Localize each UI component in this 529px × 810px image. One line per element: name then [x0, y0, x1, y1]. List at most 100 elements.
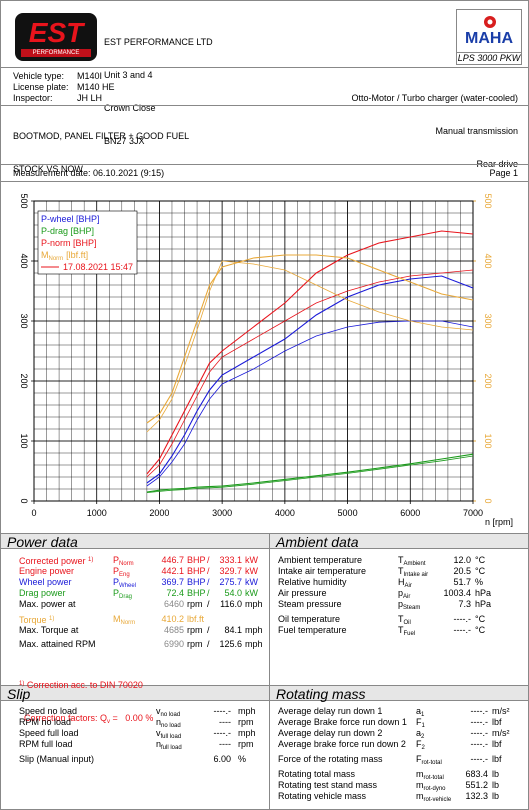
label: Ambient temperature: [278, 555, 363, 565]
symbol-letter: a: [416, 706, 422, 716]
unit: hPa: [475, 599, 492, 609]
vehicle-text: Manual transmission: [435, 126, 518, 136]
legend-text: Norm: [49, 256, 64, 262]
symbol-sub: Ambient: [403, 561, 426, 567]
symbol: F1: [416, 717, 425, 732]
symbol-letter: T: [398, 555, 404, 565]
unit: m/s²: [492, 728, 510, 738]
unit: °C: [475, 625, 486, 635]
symbol: PDrag: [113, 588, 132, 603]
value: 410.2: [161, 614, 184, 624]
symbol: PWheel: [113, 577, 136, 592]
symbol-sub: Steam: [403, 605, 421, 611]
label: Max. attained RPM: [19, 639, 96, 649]
x-tick-label: 4000: [275, 508, 295, 518]
label: Corrected power: [19, 556, 86, 566]
unit: mph: [245, 599, 263, 609]
unit: m/s²: [492, 706, 510, 716]
brand-box: MAHA LPS 3000 PKW: [456, 9, 522, 65]
symbol-sub: rot-total: [421, 760, 442, 766]
series-line: [146, 320, 474, 487]
unit: %: [475, 577, 484, 587]
unit: kW: [245, 577, 258, 587]
symbol: Frot-total: [416, 754, 442, 769]
value: ----: [219, 739, 231, 749]
separator: /: [207, 566, 210, 576]
address-line: Crown Close: [104, 103, 156, 113]
note: BOOTMOD, PANEL FILTER + GOOD FUEL: [13, 131, 190, 141]
value: 446.7: [161, 555, 184, 565]
symbol-letter: F: [416, 717, 422, 727]
symbol-sub: Norm: [119, 561, 134, 567]
value: ----.-: [453, 614, 472, 624]
value: 20.5: [453, 566, 471, 576]
unit: rpm: [238, 717, 254, 727]
legend-entry: P-wheel [BHP]: [41, 214, 100, 224]
symbol-letter: P: [113, 588, 120, 598]
row-label: Average delay run down 1: [278, 706, 382, 717]
unit: °C: [475, 555, 486, 565]
separator: /: [207, 588, 210, 598]
symbol-letter: m: [416, 791, 424, 801]
footnote-text: Correction acc. to DIN 70020: [26, 680, 143, 690]
label: Average brake force run down 2: [278, 739, 406, 749]
divider: [269, 685, 270, 809]
y2-tick-label: 400: [483, 253, 493, 268]
footnote: 1) Correction acc. to DIN 70020 Correcti…: [19, 657, 153, 750]
y-tick-label: 0: [19, 498, 29, 503]
measurement-date: Measurement date: 06.10.2021 (9:15): [13, 168, 165, 178]
symbol-sub: Wheel: [119, 583, 137, 589]
unit: lb: [492, 769, 500, 779]
footnote-mark: 1): [88, 557, 94, 563]
correction-label: Correction factors: Q: [24, 713, 108, 723]
symbol-sub: rot-vehicle: [423, 797, 452, 803]
row-label: Average delay run down 2: [278, 728, 382, 739]
value: 125.6: [219, 639, 242, 649]
y2-tick-label: 100: [483, 433, 493, 448]
row-label: Slip (Manual input): [19, 754, 94, 765]
symbol-letter: F: [416, 754, 422, 764]
value: 7.3: [458, 599, 471, 609]
symbol-sub: 1: [421, 723, 425, 729]
value: ----.-: [213, 728, 232, 738]
vehicle-value: M140 HE: [77, 82, 115, 92]
x-tick-label: 3000: [212, 508, 232, 518]
value: 333.1: [219, 555, 242, 565]
unit: kW: [245, 566, 258, 576]
symbol-sub: 2: [421, 734, 425, 740]
footnote-mark: 1): [49, 616, 55, 622]
section-title: Ambient data: [269, 533, 528, 550]
symbol-sub: rot-total: [423, 775, 444, 781]
symbol: PEng: [113, 566, 130, 581]
value: ----.-: [453, 625, 472, 635]
symbol: HAir: [398, 577, 412, 592]
label: Max. power at: [19, 599, 76, 609]
row-label: Air pressure: [278, 588, 327, 599]
label: Speed full load: [19, 728, 79, 738]
symbol-letter: M: [113, 614, 121, 624]
footnote-mark: 1): [19, 681, 25, 687]
unit: BHP: [187, 577, 206, 587]
symbol-letter: H: [398, 577, 405, 587]
label: RPM no load: [19, 717, 72, 727]
correction-sub: v: [107, 719, 111, 725]
symbol-letter: P: [113, 577, 120, 587]
x-tick-label: 5000: [338, 508, 358, 518]
unit: %: [238, 754, 247, 764]
row-label: Torque 1): [19, 614, 54, 626]
row-label: Force of the rotating mass: [278, 754, 383, 765]
row-label: Speed no load: [19, 706, 77, 717]
x-tick-label: 7000: [463, 508, 483, 518]
symbol-sub: Fuel: [403, 631, 416, 637]
symbol-letter: p: [398, 599, 404, 609]
y-tick-label: 100: [19, 433, 29, 448]
label: Slip (Manual input): [19, 754, 95, 764]
legend-text: P-norm [BHP]: [41, 238, 97, 248]
rule: [1, 67, 528, 68]
symbol: mrot-vehicle: [416, 791, 451, 806]
unit: mph: [238, 706, 256, 716]
symbol-sub: rot-dyno: [423, 786, 446, 792]
value: 6.00: [213, 754, 231, 764]
address: EST PERFORMANCE LTD Unit 3 and 4 Crown C…: [104, 15, 213, 169]
correction-text: = 0.00 %: [110, 713, 154, 723]
